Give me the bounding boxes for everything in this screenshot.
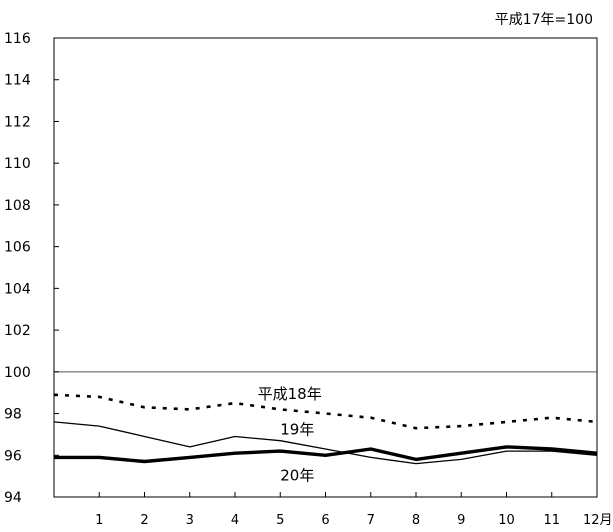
y-tick-label: 96 — [4, 448, 22, 464]
x-tick-label: 2 — [140, 513, 148, 528]
y-tick-label: 98 — [4, 407, 22, 423]
base-year-note: 平成17年=100 — [495, 12, 593, 28]
y-tick-label: 102 — [4, 323, 31, 339]
y-tick-label: 104 — [4, 281, 31, 297]
x-tick-label: 4 — [231, 513, 239, 528]
x-tick-label: 10 — [498, 513, 515, 528]
x-tick-label: 7 — [367, 513, 375, 528]
x-tick-label: 6 — [321, 513, 329, 528]
y-tick-label: 116 — [4, 31, 31, 47]
y-tick-label: 112 — [4, 114, 31, 130]
series-label-3: 20年 — [280, 466, 314, 484]
y-tick-label: 100 — [4, 365, 31, 381]
series-line-2 — [53, 421, 598, 465]
x-tick-label: 3 — [186, 513, 194, 528]
y-tick-label: 94 — [4, 490, 22, 506]
series-label-1: 平成18年 — [258, 385, 322, 403]
plot-frame — [53, 37, 598, 498]
x-tick-label: 12月 — [583, 513, 613, 528]
y-tick-label: 106 — [4, 240, 31, 256]
x-tick-label: 5 — [276, 513, 284, 528]
series-line-1 — [53, 393, 598, 430]
y-tick-label: 108 — [4, 198, 31, 214]
x-tick-label: 11 — [543, 513, 560, 528]
x-tick-label: 9 — [457, 513, 465, 528]
x-tick-label: 8 — [412, 513, 420, 528]
x-tick-label: 1 — [95, 513, 103, 528]
series-label-2: 19年 — [280, 420, 314, 438]
y-tick-label: 110 — [4, 156, 31, 172]
series-line-3 — [54, 445, 598, 464]
y-tick-label: 114 — [4, 73, 31, 89]
